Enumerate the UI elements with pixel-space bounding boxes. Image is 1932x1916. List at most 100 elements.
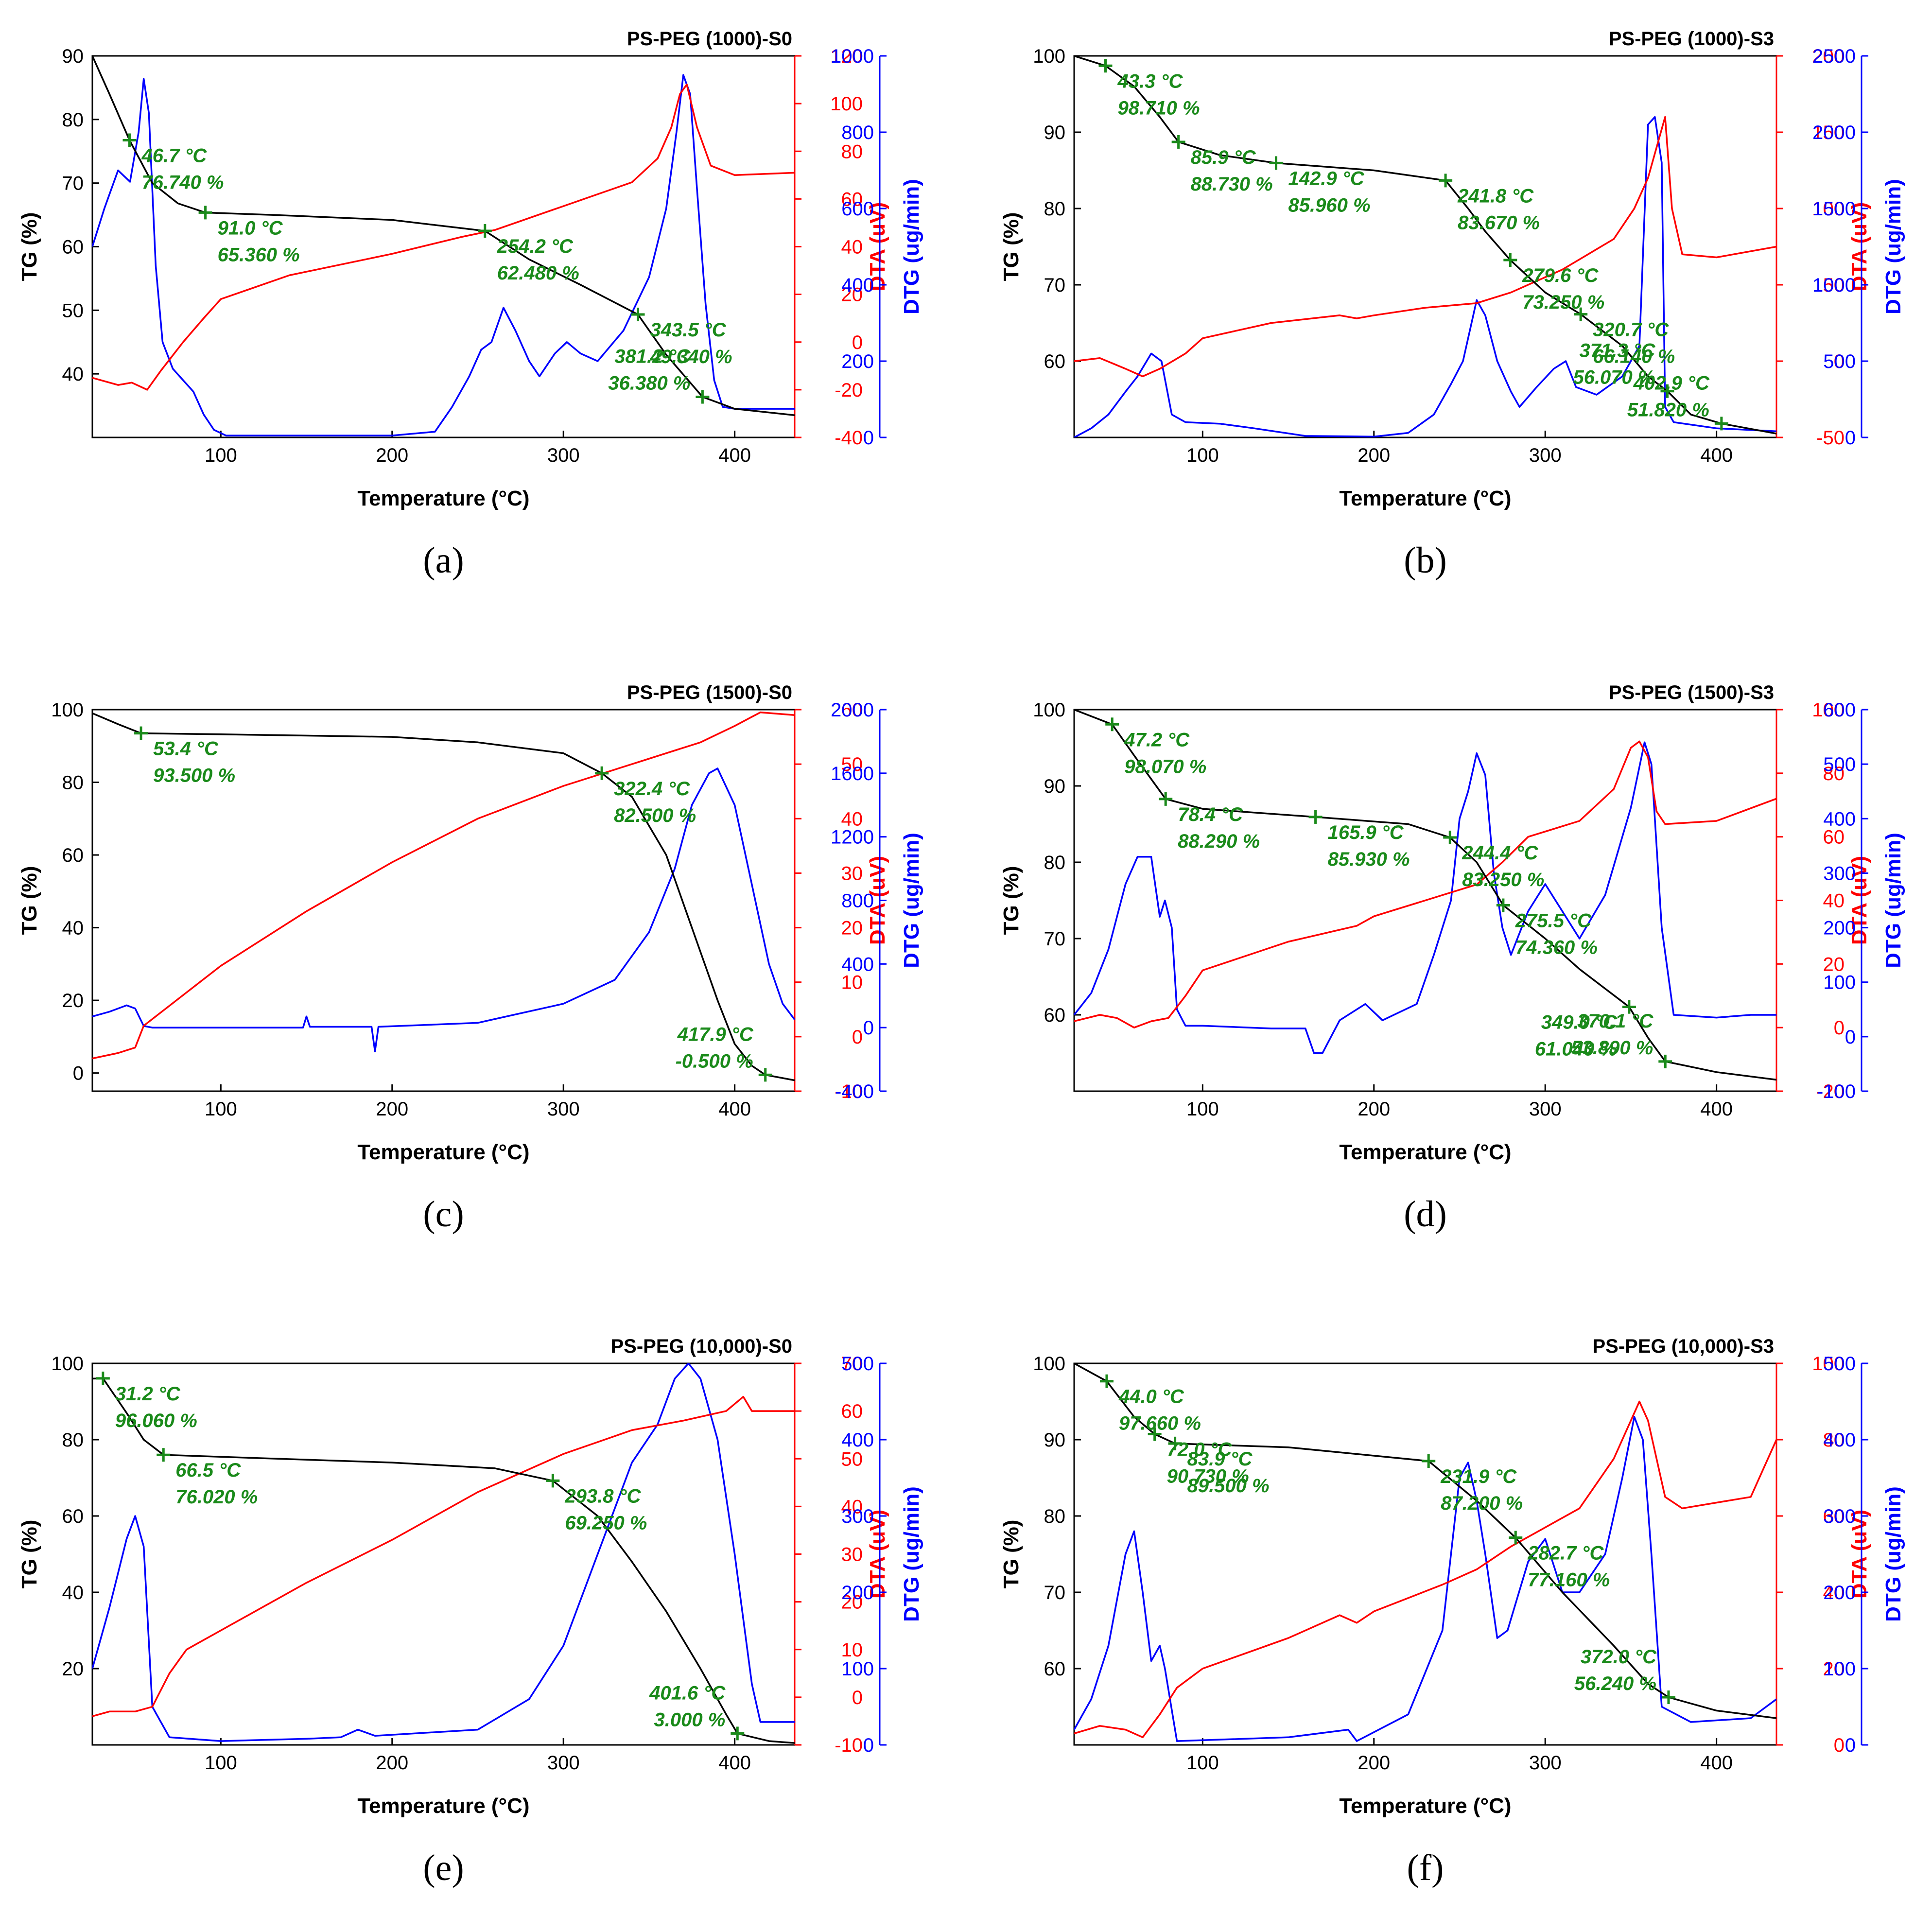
x-tick-label: 300 xyxy=(547,1098,580,1120)
dta-tick-label: 20 xyxy=(841,918,863,939)
dta-tick-label: 100 xyxy=(1812,699,1845,721)
tg-tick-label: 80 xyxy=(1044,198,1066,220)
dta-tick-label: 50 xyxy=(841,1448,863,1470)
tg-axis-label: TG (%) xyxy=(999,212,1023,281)
annotation-mass: -0.500 % xyxy=(676,1050,753,1072)
chart-title: PS-PEG (10,000)-S0 xyxy=(611,1336,793,1357)
panel-caption: (a) xyxy=(423,540,464,581)
chart-panel-b: PS-PEG (1000)-S3 100 200 300 400 Temperature … xyxy=(999,28,1905,510)
x-axis-label: Temperature (°C) xyxy=(1339,487,1511,510)
dtg-series-line xyxy=(92,1363,795,1742)
dtg-tick-label: -400 xyxy=(835,1081,874,1102)
x-axis-label: Temperature (°C) xyxy=(357,1140,529,1164)
dta-tick-label: 60 xyxy=(1823,1506,1845,1527)
tg-tick-label: 60 xyxy=(62,845,84,866)
x-tick-label: 200 xyxy=(1358,1752,1390,1774)
dta-tick-label: -20 xyxy=(1816,1081,1845,1102)
annotation-temperature: 417.9 °C xyxy=(677,1024,754,1045)
tg-tick-label: 80 xyxy=(62,1429,84,1451)
tg-tick-label: 100 xyxy=(1033,1353,1065,1375)
tg-series-line xyxy=(1074,710,1776,1081)
x-tick-label: 300 xyxy=(1529,1752,1562,1774)
annotation-temperature: 349.0 °C xyxy=(1541,1012,1618,1033)
dta-tick-label: 20 xyxy=(1823,954,1845,975)
dtg-axis-label: DTG (ug/min) xyxy=(1881,1486,1905,1622)
dtg-tick-label: 0 xyxy=(1845,427,1856,449)
dta-tick-label: 60 xyxy=(841,189,863,210)
dta-tick-label: 10 xyxy=(841,972,863,993)
dta-axis-label: DTA (uV) xyxy=(1847,202,1871,291)
dtg-tick-label: 2000 xyxy=(1812,122,1856,143)
annotation-temperature: 91.0 °C xyxy=(218,217,283,239)
annotation-marker xyxy=(631,307,645,321)
x-tick-label: 200 xyxy=(376,1752,408,1774)
chart-title: PS-PEG (1500)-S3 xyxy=(1609,682,1774,703)
dtg-tick-label: 600 xyxy=(1823,699,1856,721)
annotation-temperature: 231.9 °C xyxy=(1440,1466,1517,1487)
annotation-marker xyxy=(1269,156,1283,170)
annotation-marker xyxy=(1660,384,1674,398)
dta-tick-label: 10 xyxy=(841,1639,863,1661)
dta-axis-label: DTA (uV) xyxy=(866,1510,889,1599)
annotation-mass: 93.500 % xyxy=(153,765,235,786)
annotation-mass: 83.670 % xyxy=(1458,212,1540,233)
tg-series-line xyxy=(1074,56,1776,435)
annotation-mass: 76.740 % xyxy=(141,172,224,193)
annotation-mass: 49.340 % xyxy=(650,346,732,367)
dta-tick-label: 0 xyxy=(1834,351,1845,372)
annotation-marker xyxy=(1574,307,1588,321)
annotation-marker xyxy=(1714,417,1728,431)
dta-tick-label: 0 xyxy=(1834,1735,1845,1756)
annotation-temperature: 44.0 °C xyxy=(1118,1386,1184,1408)
dtg-tick-label: 0 xyxy=(863,1017,874,1039)
dtg-tick-label: 200 xyxy=(841,1582,874,1603)
dtg-tick-label: 2500 xyxy=(1812,46,1856,67)
annotation-temperature: 372.0 °C xyxy=(1581,1646,1657,1668)
dta-tick-label: 50 xyxy=(841,754,863,775)
dtg-tick-label: 1500 xyxy=(1812,198,1856,220)
chart-title: PS-PEG (10,000)-S3 xyxy=(1593,1336,1775,1357)
annotation-temperature: 279.6 °C xyxy=(1522,265,1599,286)
dtg-axis-label: DTG (ug/min) xyxy=(1881,833,1905,968)
x-tick-label: 400 xyxy=(718,1752,751,1774)
chart-title: PS-PEG (1000)-S3 xyxy=(1609,28,1774,50)
annotation-marker xyxy=(134,726,148,740)
annotation-mass: 73.250 % xyxy=(1522,292,1604,313)
dtg-tick-label: 100 xyxy=(1823,972,1856,993)
dtg-tick-label: 300 xyxy=(841,1506,874,1527)
dtg-series-line xyxy=(1074,116,1776,437)
annotation-marker xyxy=(1503,253,1517,267)
tg-tick-label: 40 xyxy=(62,918,84,939)
dta-tick-label: 40 xyxy=(841,1496,863,1517)
dta-series-line xyxy=(92,84,795,391)
annotation-marker xyxy=(1496,898,1510,912)
dtg-tick-label: 500 xyxy=(1823,351,1856,372)
annotation-marker xyxy=(1308,810,1323,824)
dta-tick-label: -50 xyxy=(1816,427,1845,449)
dta-tick-label: 100 xyxy=(830,93,863,115)
annotation-temperature: 85.9 °C xyxy=(1191,147,1256,168)
annotation-temperature: 66.5 °C xyxy=(175,1460,241,1481)
tg-axis-label: TG (%) xyxy=(999,866,1023,935)
annotation-mass: 83.250 % xyxy=(1462,869,1544,890)
tg-tick-label: 50 xyxy=(62,300,84,321)
annotation-temperature: 47.2 °C xyxy=(1124,729,1190,750)
dtg-tick-label: 100 xyxy=(841,1658,874,1680)
dta-series-line xyxy=(92,1395,795,1717)
tg-axis-label: TG (%) xyxy=(17,212,41,281)
tg-tick-label: 60 xyxy=(1044,1005,1066,1026)
annotation-marker xyxy=(595,766,609,780)
dtg-tick-label: 400 xyxy=(841,1429,874,1451)
dtg-axis-label: DTG (ug/min) xyxy=(900,1486,923,1622)
dta-tick-label: 30 xyxy=(841,863,863,884)
dta-tick-label: -20 xyxy=(835,380,863,401)
annotation-marker xyxy=(1105,717,1119,732)
tg-tick-label: 100 xyxy=(51,1353,84,1375)
dtg-axis-label: DTG (ug/min) xyxy=(1881,179,1905,314)
tg-tick-label: 90 xyxy=(1044,122,1066,143)
tg-axis-label: TG (%) xyxy=(17,1520,41,1589)
annotation-mass: 76.020 % xyxy=(175,1486,258,1508)
annotation-temperature: 165.9 °C xyxy=(1328,822,1404,843)
annotation-temperature: 293.8 °C xyxy=(564,1485,641,1507)
